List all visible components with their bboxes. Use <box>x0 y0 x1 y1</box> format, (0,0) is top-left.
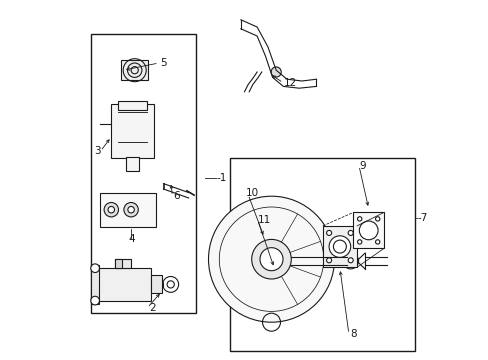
Circle shape <box>91 264 99 273</box>
Text: 6: 6 <box>173 191 180 201</box>
Circle shape <box>375 217 379 221</box>
Circle shape <box>270 67 281 77</box>
Circle shape <box>91 296 99 305</box>
Circle shape <box>260 248 283 271</box>
Text: 8: 8 <box>349 329 356 339</box>
Text: 11: 11 <box>258 215 271 225</box>
Text: 2: 2 <box>149 303 155 313</box>
Bar <box>115 259 122 268</box>
Circle shape <box>326 258 331 263</box>
Circle shape <box>333 240 346 253</box>
Circle shape <box>347 258 352 263</box>
Text: -1: -1 <box>216 173 227 183</box>
Circle shape <box>359 221 377 240</box>
Circle shape <box>208 196 334 322</box>
Text: 3: 3 <box>94 146 101 156</box>
Circle shape <box>328 236 350 257</box>
Bar <box>126 157 139 171</box>
Circle shape <box>127 207 134 213</box>
Bar <box>353 212 383 248</box>
Bar <box>230 158 415 351</box>
Circle shape <box>251 239 291 279</box>
Bar <box>111 104 154 158</box>
Bar <box>91 265 99 304</box>
Text: 10: 10 <box>246 188 259 198</box>
Text: 12: 12 <box>284 78 297 88</box>
Bar <box>121 60 148 80</box>
Circle shape <box>357 217 361 221</box>
Bar <box>101 193 156 227</box>
Bar <box>322 226 356 267</box>
Circle shape <box>104 202 118 217</box>
Circle shape <box>108 207 114 213</box>
Text: 5: 5 <box>160 58 166 68</box>
Bar <box>151 275 162 293</box>
Text: 4: 4 <box>128 234 135 244</box>
Circle shape <box>357 240 361 244</box>
Circle shape <box>347 230 352 235</box>
Bar <box>91 34 196 313</box>
Text: -7: -7 <box>416 213 427 223</box>
Text: 9: 9 <box>359 161 366 171</box>
Circle shape <box>326 230 331 235</box>
Bar <box>115 259 131 268</box>
Circle shape <box>123 202 138 217</box>
Bar <box>97 268 151 301</box>
Circle shape <box>375 240 379 244</box>
Bar <box>118 101 147 110</box>
